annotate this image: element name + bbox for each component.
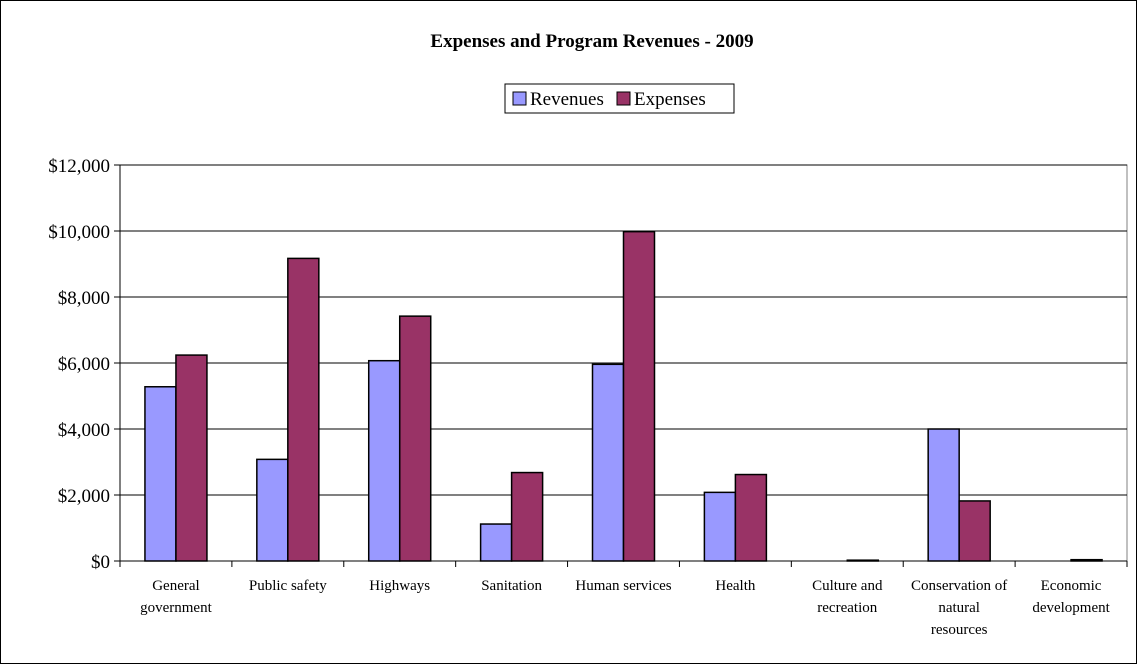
bar-expenses bbox=[175, 354, 208, 562]
bar-revenues bbox=[256, 458, 289, 562]
bar-revenues bbox=[144, 386, 177, 562]
bar-revenues bbox=[703, 491, 737, 562]
x-tick-label: Health bbox=[715, 578, 755, 594]
x-tick-label: Highways bbox=[369, 578, 430, 594]
x-tick-label: Economic development bbox=[1032, 578, 1110, 616]
bar-expenses bbox=[510, 471, 544, 562]
x-tick-label: Human services bbox=[575, 578, 671, 594]
bar-revenues bbox=[927, 428, 960, 562]
y-tick-label: $10,000 bbox=[48, 222, 110, 243]
y-tick-label: $12,000 bbox=[48, 156, 110, 177]
chart-title: Expenses and Program Revenues - 2009 bbox=[430, 31, 753, 52]
bar-revenues bbox=[591, 363, 625, 562]
legend-label-revenues: Revenues bbox=[530, 89, 604, 110]
x-tick-label: General government bbox=[140, 578, 212, 616]
y-tick-label: $0 bbox=[91, 552, 110, 573]
x-axis-labels: General government Public safety Highways Sa… bbox=[119, 561, 1128, 638]
legend-label-expenses: Expenses bbox=[634, 89, 706, 110]
bar-revenues bbox=[479, 523, 513, 562]
bar-expenses bbox=[734, 473, 768, 562]
y-tick-label: $6,000 bbox=[58, 354, 110, 375]
bars bbox=[144, 230, 1103, 562]
x-tick-label: Public safety bbox=[249, 578, 327, 594]
y-tick-label: $8,000 bbox=[58, 288, 110, 309]
bar-expenses bbox=[398, 315, 432, 562]
legend-swatch-expenses bbox=[616, 91, 631, 106]
y-tick-label: $2,000 bbox=[58, 486, 110, 507]
y-tick-label: $4,000 bbox=[58, 420, 110, 441]
bar-revenues bbox=[367, 359, 401, 562]
y-axis-ticks: $0 $2,000 $4,000 $6,000 $8,000 $10,000 $12,000 bbox=[48, 156, 120, 573]
x-tick-label: Culture and recreation bbox=[812, 578, 883, 616]
x-tick-label: Conservation of natural resources bbox=[911, 578, 1007, 638]
bar-expenses bbox=[622, 230, 656, 562]
bar-expenses bbox=[958, 500, 991, 562]
legend-swatch-revenues bbox=[512, 91, 527, 106]
legend: Revenues Expenses bbox=[504, 83, 735, 114]
x-tick-label: Sanitation bbox=[481, 578, 542, 594]
bar-expenses bbox=[287, 257, 320, 562]
